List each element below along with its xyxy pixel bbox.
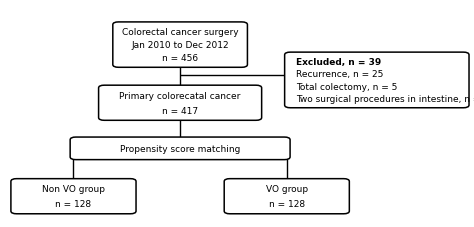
Text: Recurrence, n = 25: Recurrence, n = 25: [296, 70, 383, 79]
Text: Two surgical procedures in intestine, n = 9: Two surgical procedures in intestine, n …: [296, 95, 474, 104]
FancyBboxPatch shape: [11, 179, 136, 214]
FancyBboxPatch shape: [284, 53, 469, 108]
Text: Primary colorecatal cancer: Primary colorecatal cancer: [119, 91, 241, 100]
Text: Excluded, n = 39: Excluded, n = 39: [296, 57, 381, 66]
FancyBboxPatch shape: [70, 138, 290, 160]
Text: Jan 2010 to Dec 2012: Jan 2010 to Dec 2012: [131, 41, 229, 50]
Text: Total colectomy, n = 5: Total colectomy, n = 5: [296, 82, 397, 91]
Text: VO group: VO group: [266, 185, 308, 193]
Text: n = 128: n = 128: [55, 199, 91, 208]
Text: Propensity score matching: Propensity score matching: [120, 144, 240, 153]
FancyBboxPatch shape: [224, 179, 349, 214]
Text: n = 128: n = 128: [269, 199, 305, 208]
Text: n = 417: n = 417: [162, 106, 198, 115]
Text: Non VO group: Non VO group: [42, 185, 105, 193]
Text: n = 456: n = 456: [162, 54, 198, 63]
FancyBboxPatch shape: [113, 23, 247, 68]
Text: Colorectal cancer surgery: Colorectal cancer surgery: [122, 28, 238, 37]
FancyBboxPatch shape: [99, 86, 262, 121]
